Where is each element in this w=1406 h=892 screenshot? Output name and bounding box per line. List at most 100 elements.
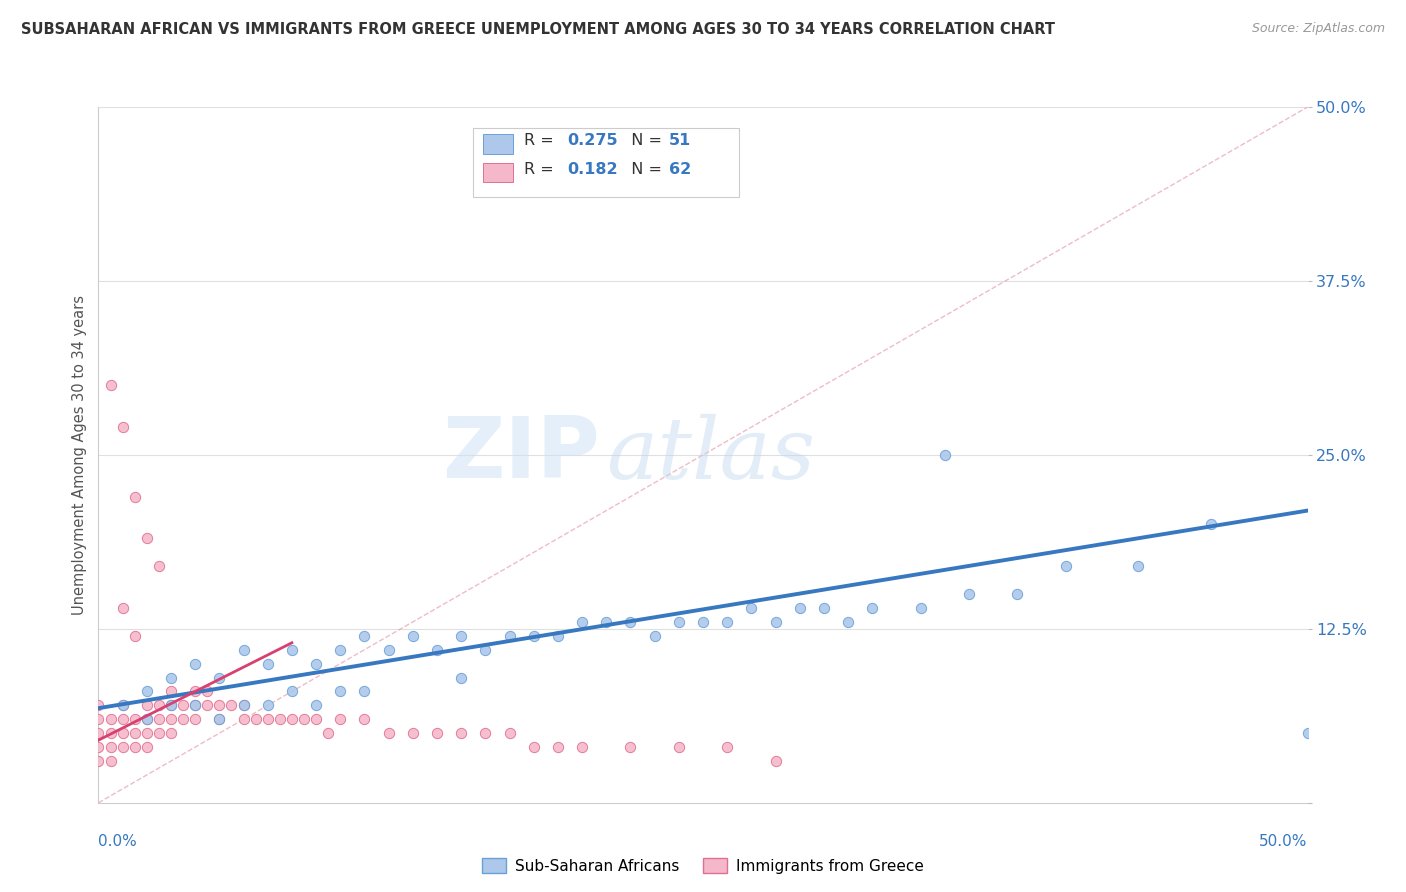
- Point: [135, 698, 157, 713]
- Point: [100, 740, 122, 755]
- Point: [1054, 559, 1077, 574]
- Point: [160, 684, 183, 698]
- Text: N =: N =: [621, 133, 666, 148]
- FancyBboxPatch shape: [482, 134, 513, 153]
- Point: [232, 712, 254, 726]
- Point: [619, 740, 641, 755]
- Point: [111, 726, 134, 740]
- Point: [305, 657, 328, 671]
- Point: [329, 712, 352, 726]
- Point: [957, 587, 980, 601]
- Point: [450, 671, 472, 685]
- Point: [208, 698, 231, 713]
- Point: [184, 684, 207, 698]
- Point: [148, 559, 170, 574]
- Text: Source: ZipAtlas.com: Source: ZipAtlas.com: [1251, 22, 1385, 36]
- Point: [135, 726, 157, 740]
- Point: [498, 726, 520, 740]
- Point: [498, 629, 520, 643]
- Point: [124, 629, 146, 643]
- Point: [135, 740, 157, 755]
- Text: ZIP: ZIP: [443, 413, 600, 497]
- Point: [547, 629, 569, 643]
- Point: [402, 726, 425, 740]
- Point: [160, 671, 183, 685]
- Point: [111, 740, 134, 755]
- Point: [124, 726, 146, 740]
- Legend: Sub-Saharan Africans, Immigrants from Greece: Sub-Saharan Africans, Immigrants from Gr…: [475, 852, 931, 880]
- FancyBboxPatch shape: [474, 128, 740, 197]
- Point: [172, 712, 194, 726]
- Point: [184, 657, 207, 671]
- Point: [232, 698, 254, 713]
- Point: [111, 420, 134, 434]
- Point: [100, 712, 122, 726]
- Point: [100, 754, 122, 768]
- Point: [353, 712, 375, 726]
- Point: [148, 698, 170, 713]
- Point: [1128, 559, 1150, 574]
- Point: [195, 698, 218, 713]
- Point: [450, 629, 472, 643]
- Point: [292, 712, 315, 726]
- Point: [160, 698, 183, 713]
- FancyBboxPatch shape: [482, 162, 513, 182]
- Point: [172, 698, 194, 713]
- Point: [474, 726, 496, 740]
- Point: [789, 601, 811, 615]
- Point: [860, 601, 883, 615]
- Point: [87, 726, 110, 740]
- Point: [377, 642, 399, 657]
- Y-axis label: Unemployment Among Ages 30 to 34 years: Unemployment Among Ages 30 to 34 years: [72, 295, 87, 615]
- Point: [245, 712, 267, 726]
- Text: R =: R =: [524, 162, 560, 178]
- Point: [208, 712, 231, 726]
- Point: [269, 712, 291, 726]
- Point: [316, 726, 339, 740]
- Text: atlas: atlas: [606, 414, 815, 496]
- Point: [450, 726, 472, 740]
- Point: [402, 629, 425, 643]
- Point: [124, 712, 146, 726]
- Point: [184, 698, 207, 713]
- Point: [523, 740, 546, 755]
- Point: [716, 615, 738, 629]
- Point: [111, 698, 134, 713]
- Point: [135, 712, 157, 726]
- Point: [160, 698, 183, 713]
- Point: [135, 712, 157, 726]
- Point: [124, 740, 146, 755]
- Point: [934, 448, 956, 462]
- Point: [124, 490, 146, 504]
- Point: [329, 684, 352, 698]
- Point: [87, 712, 110, 726]
- Point: [305, 698, 328, 713]
- Point: [740, 601, 762, 615]
- Point: [208, 712, 231, 726]
- Point: [208, 671, 231, 685]
- Point: [329, 642, 352, 657]
- Point: [523, 629, 546, 643]
- Point: [221, 698, 243, 713]
- Point: [426, 642, 449, 657]
- Text: 0.275: 0.275: [568, 133, 619, 148]
- Text: 50.0%: 50.0%: [1260, 834, 1308, 849]
- Point: [232, 642, 254, 657]
- Point: [87, 698, 110, 713]
- Point: [813, 601, 835, 615]
- Point: [644, 629, 666, 643]
- Point: [353, 629, 375, 643]
- Point: [100, 378, 122, 392]
- Point: [135, 532, 157, 546]
- Point: [377, 726, 399, 740]
- Point: [195, 684, 218, 698]
- Point: [184, 698, 207, 713]
- Point: [184, 712, 207, 726]
- Text: 0.182: 0.182: [568, 162, 619, 178]
- Text: SUBSAHARAN AFRICAN VS IMMIGRANTS FROM GREECE UNEMPLOYMENT AMONG AGES 30 TO 34 YE: SUBSAHARAN AFRICAN VS IMMIGRANTS FROM GR…: [21, 22, 1054, 37]
- Point: [765, 754, 787, 768]
- Point: [281, 684, 304, 698]
- Point: [692, 615, 714, 629]
- Point: [910, 601, 932, 615]
- Point: [281, 712, 304, 726]
